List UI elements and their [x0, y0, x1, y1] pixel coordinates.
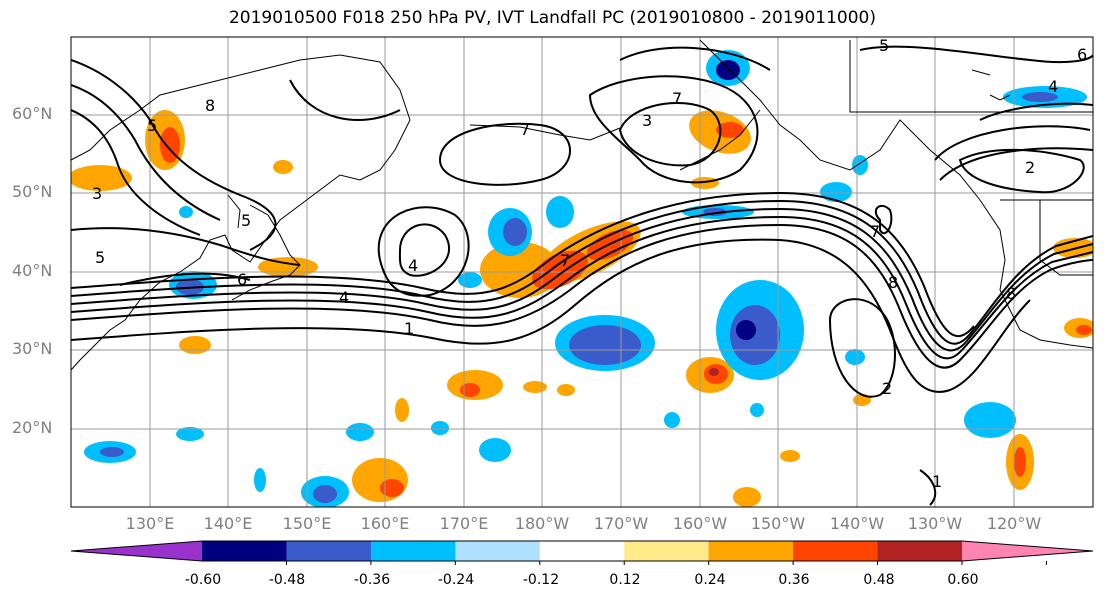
lon-label-170w: 170°W	[593, 514, 649, 533]
pv-contour-label: 4	[339, 288, 350, 307]
lat-label-40n: 40°N	[12, 261, 53, 280]
pv-contour-label: 4	[1048, 77, 1059, 96]
lon-label-160w: 160°W	[672, 514, 728, 533]
colorbar-tick-label: 0.36	[778, 572, 810, 588]
colorbar-tick-label: -0.12	[522, 572, 560, 588]
pv-contour-label: 7	[870, 222, 881, 241]
pv-contour-label: 7	[672, 89, 683, 108]
colorbar-tick-label: -0.60	[184, 572, 222, 588]
lon-label-160e: 160°E	[360, 514, 410, 533]
pv-contour-label: 2	[882, 379, 893, 398]
pv-contour-label: 8	[1006, 284, 1017, 303]
colorbar-segment	[539, 541, 625, 561]
colorbar-segment	[793, 541, 879, 561]
pv-contour-label: 3	[642, 111, 653, 130]
coastlines	[71, 39, 1093, 371]
colorbar-segment	[370, 541, 456, 561]
pv-contour-label: 4	[408, 256, 419, 275]
colorbar-tick-label: 0.12	[609, 572, 641, 588]
lat-label-60n: 60°N	[12, 104, 53, 123]
colorbar-extend-low	[71, 541, 202, 561]
lon-label-130w: 130°W	[907, 514, 963, 533]
lat-label-20n: 20°N	[12, 418, 53, 437]
pv-contour-label: 3	[92, 184, 103, 203]
lat-label-50n: 50°N	[12, 182, 53, 201]
colorbar-tick-label: -0.48	[268, 572, 306, 588]
lon-label-150e: 150°E	[282, 514, 332, 533]
negative-anomaly-regions	[84, 50, 1087, 507]
colorbar-extend-high	[962, 541, 1093, 561]
colorbar-tick-label: 0.60	[947, 572, 979, 588]
colorbar-segment	[455, 541, 541, 561]
pv-contour-label: 5	[879, 36, 890, 55]
positive-anomaly-regions	[71, 110, 1093, 507]
colorbar-outline	[70, 540, 1094, 562]
colorbar-segment	[202, 541, 287, 561]
colorbar-tick-label: 0.48	[863, 572, 895, 588]
colorbar-segment	[708, 541, 794, 561]
lat-label-30n: 30°N	[12, 339, 53, 358]
map-frame	[70, 36, 1094, 508]
pv-contour-label: 6	[1077, 45, 1088, 64]
colorbar-tick-label: 0.24	[694, 572, 726, 588]
pv-contour-label: 5	[95, 248, 106, 267]
pv-contour-label: 8	[888, 273, 899, 292]
shaded-anomalies	[71, 50, 1093, 507]
map-title: 2019010500 F018 250 hPa PV, IVT Landfall…	[228, 8, 876, 28]
pv-contour-label: 7	[520, 120, 531, 139]
lon-label-130e: 130°E	[125, 514, 175, 533]
colorbar-segment	[877, 541, 963, 561]
lon-label-120w: 120°W	[986, 514, 1042, 533]
pv-contour-label: 1	[404, 319, 415, 338]
lon-label-140e: 140°E	[203, 514, 253, 533]
pv-contour-label: 5	[241, 211, 252, 230]
pv-contours	[71, 45, 1093, 506]
colorbar-tick-label: -0.24	[437, 572, 475, 588]
lon-label-140w: 140°W	[829, 514, 885, 533]
pv-contour-label: 1	[932, 472, 943, 491]
colorbar-tick-label: -0.36	[353, 572, 391, 588]
pv-contour-label: 5	[147, 116, 158, 135]
pv-contour-label: 7	[560, 251, 571, 270]
pv-contour-label: 6	[237, 270, 248, 289]
colorbar-segment	[286, 541, 372, 561]
pv-contour-label: 8	[205, 96, 216, 115]
lon-label-150w: 150°W	[750, 514, 806, 533]
graticule	[71, 37, 1093, 507]
lon-label-170e: 170°E	[439, 514, 489, 533]
colorbar	[70, 540, 1094, 565]
colorbar-segment	[624, 541, 710, 561]
pv-contour-label: 2	[1025, 158, 1036, 177]
lon-label-180w: 180°W	[514, 514, 570, 533]
